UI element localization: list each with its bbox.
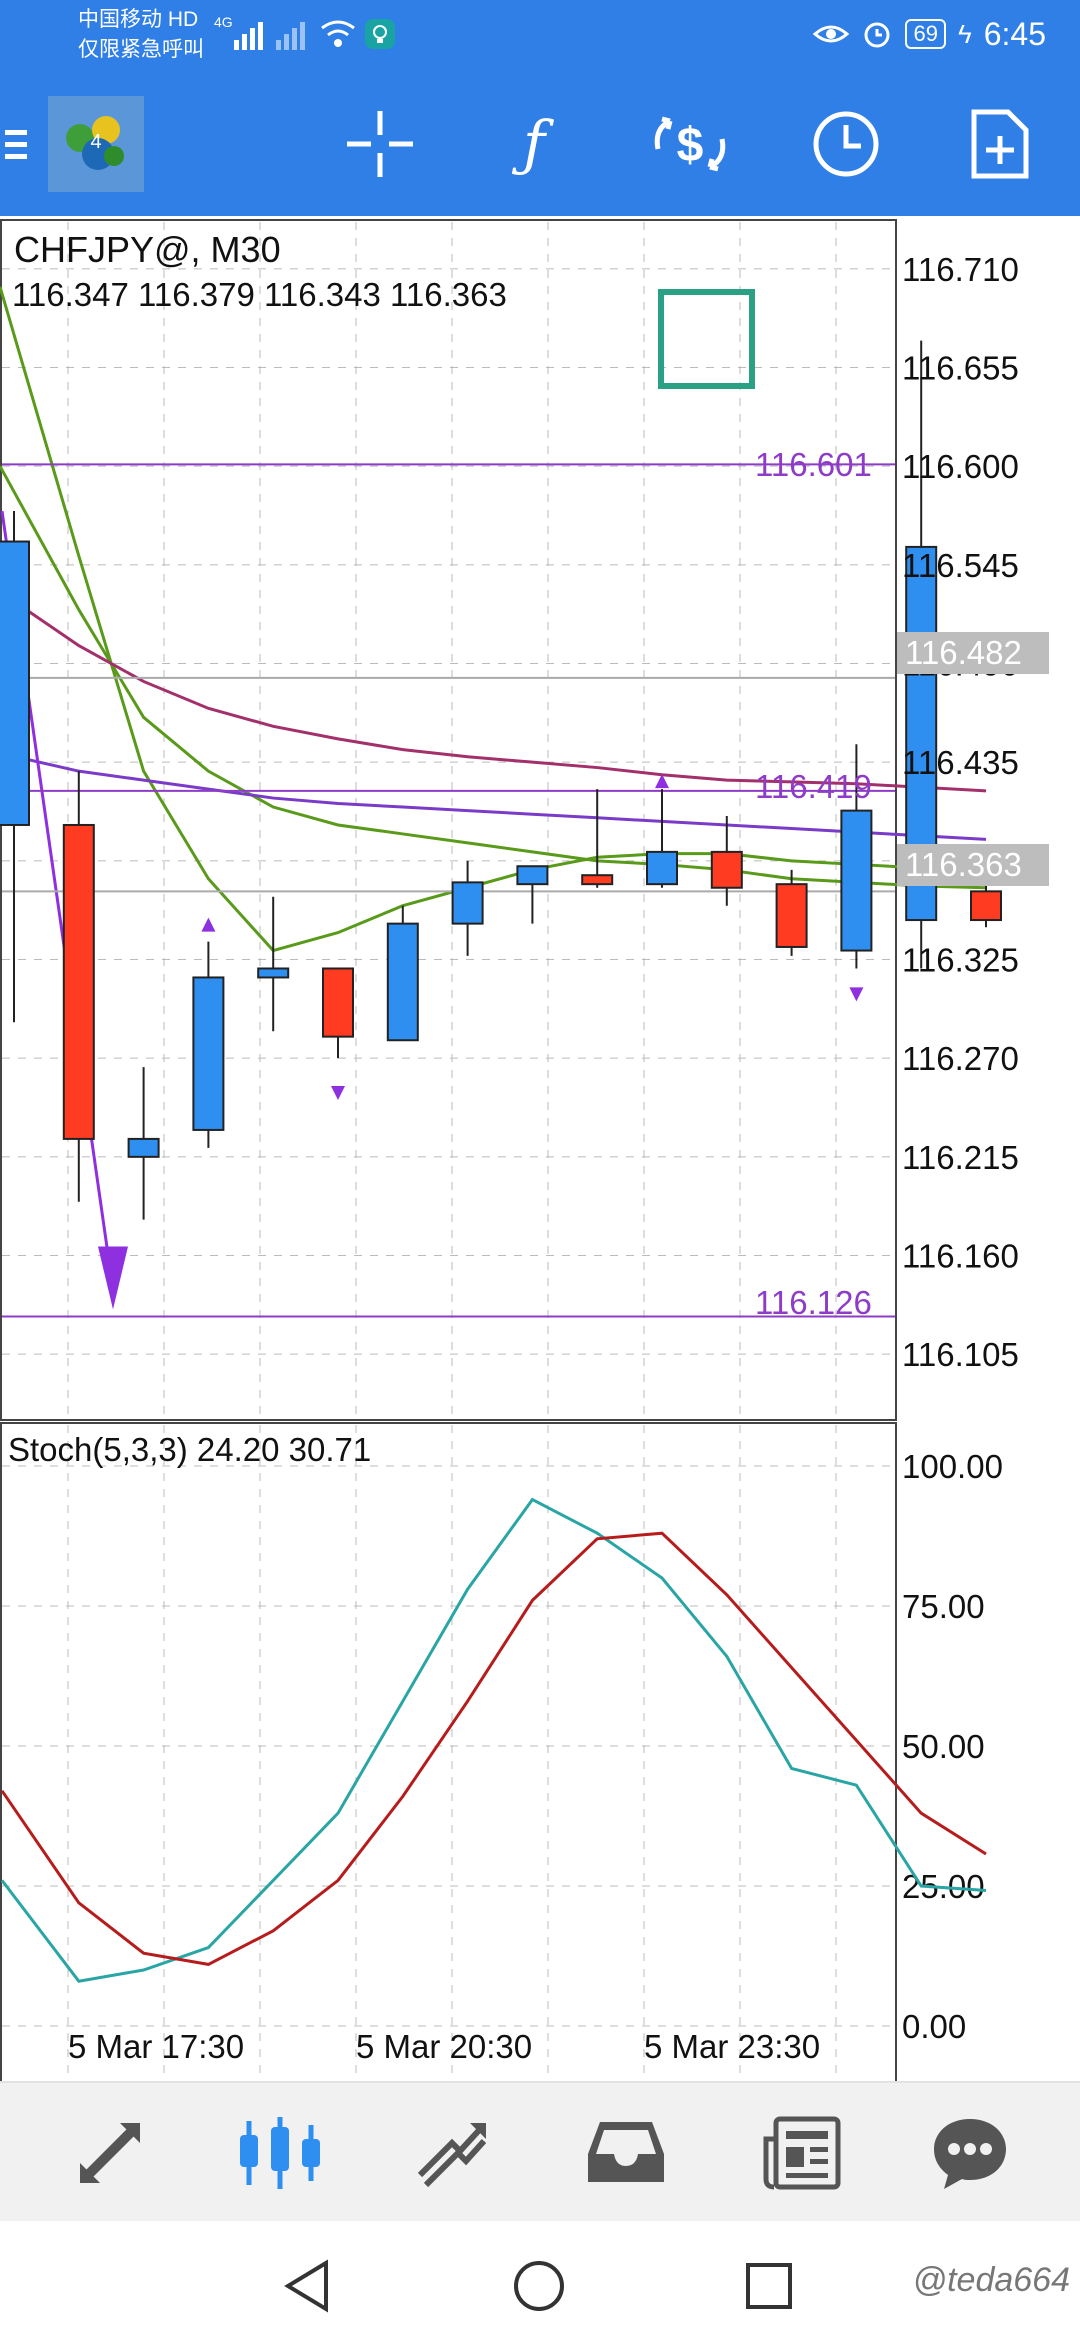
status-bar: 中国移动 HD 仅限紧急呼叫 4G 69 ϟ 6:45 [0,0,1080,72]
metatrader-logo-icon[interactable]: 4 [46,72,146,216]
quotes-arrows-icon [80,2123,140,2183]
fractal-arrow [331,1086,345,1101]
candle-body [451,881,484,925]
stoch-title: Stoch(5,3,3) 24.20 30.71 [8,1431,371,1468]
chart-area[interactable]: 116.710116.655116.600116.545116.490116.4… [0,216,1080,2240]
hamburger-menu-icon[interactable] [0,72,40,216]
moving-average-line [0,465,987,890]
time-label-2: 5 Mar 20:30 [356,2028,532,2065]
carrier-status: 仅限紧急呼叫 [78,38,204,61]
price-tick-label: 116.215 [902,1139,1019,1176]
moving-average-line [0,751,987,841]
nav-history[interactable] [536,2083,716,2223]
price-tick-label: 116.435 [902,744,1019,781]
signal-icon [234,22,305,50]
price-tick-label: 116.655 [902,350,1019,387]
candlestick-chart-icon [240,2117,320,2189]
chat-bubble-icon [934,2119,1006,2189]
watermark: @teda664 [912,2261,1070,2299]
candle-body [257,967,290,979]
candle-body [970,890,1002,922]
candle-body [581,874,614,886]
highlight-box [658,289,755,389]
bid-line-label: 116.482 [905,634,1022,671]
price-tick-label: 116.270 [902,1040,1019,1077]
price-tick-label: 116.325 [902,942,1019,979]
fractal-arrow [655,774,669,789]
nav-chart[interactable] [190,2083,370,2223]
crosshair-icon[interactable] [330,72,430,216]
inbox-tray-icon [588,2122,664,2182]
bottom-navigation [0,2081,1080,2223]
nav-quotes[interactable] [20,2083,200,2223]
wifi-icon [321,20,355,47]
time-label-3: 5 Mar 23:30 [644,2028,820,2065]
candle-body [386,922,419,1042]
nav-messages[interactable] [880,2083,1060,2223]
candle-body [840,809,873,952]
eye-icon [813,25,850,43]
dollar-arrows-icon[interactable]: $ [640,72,740,216]
system-navigation-bar: @teda664 [0,2221,1080,2340]
carrier-name: 中国移动 HD [78,8,199,31]
main-chart-frame [0,219,897,1421]
function-f-icon[interactable]: ƒ [522,109,546,179]
recents-icon[interactable] [744,2261,794,2311]
status-right: 69 ϟ 6:45 [813,14,1046,54]
price-chart[interactable]: 116.710116.655116.600116.545116.490116.4… [0,216,1080,2240]
back-icon[interactable] [282,2259,332,2313]
current-price-label: 116.363 [905,846,1022,883]
candle-body [62,823,95,1140]
stoch-tick-label: 75.00 [902,1588,985,1625]
current-price-bg [897,844,1049,886]
fractal-arrow [201,917,216,932]
trend-arrow-head [98,1246,128,1310]
top-toolbar: 4 ƒ $ [0,72,1080,216]
level-label-1: 116.601 [755,446,872,483]
candle-body [775,883,808,948]
fractal-arrow [849,987,864,1002]
svg-text:4: 4 [90,131,101,153]
price-tick-label: 116.160 [902,1238,1019,1275]
alarm-icon [864,22,890,48]
trade-line-icon [417,2123,487,2188]
moving-average-line [0,286,987,953]
nav-news[interactable] [712,2083,892,2223]
network-type: 4G [214,14,233,30]
lightning-icon: ϟ [957,19,972,49]
clock-time: 6:45 [983,16,1046,52]
price-tick-label: 116.545 [902,547,1019,584]
candle-body [322,967,354,1038]
symbol-timeframe: CHFJPY@, M30 [14,229,281,270]
nav-trade[interactable] [362,2083,542,2223]
clock-icon[interactable] [796,72,896,216]
stoch-tick-label: 0.00 [902,2008,966,2045]
price-tick-label: 116.600 [902,448,1019,485]
ohlc-values: 116.347 116.379 116.343 116.363 [12,276,507,313]
svg-text:$: $ [677,119,704,172]
add-document-icon[interactable] [950,72,1050,216]
time-label-1: 5 Mar 17:30 [68,2028,244,2065]
level-label-3: 116.126 [755,1284,872,1321]
stoch-tick-label: 50.00 [902,1728,985,1765]
stoch-chart-frame [0,1422,897,2240]
newspaper-icon [763,2116,841,2190]
moving-average-line [0,590,987,793]
price-tick-label: 116.710 [902,251,1019,288]
candle-body [646,850,678,886]
candle-body [192,976,225,1131]
candle-body [127,1137,160,1158]
bulb-notification-icon [365,19,395,49]
home-icon[interactable] [512,2259,566,2313]
price-tick-label: 116.105 [902,1336,1019,1373]
bid-label-bg [897,632,1049,674]
level-label-2: 116.419 [755,768,872,805]
candle-body [516,865,549,886]
stoch-tick-label: 100.00 [902,1448,1003,1485]
candle-body [0,540,30,826]
stoch-signal-line [0,1531,987,1966]
candle-body [710,850,743,889]
battery-level: 69 [905,19,946,49]
